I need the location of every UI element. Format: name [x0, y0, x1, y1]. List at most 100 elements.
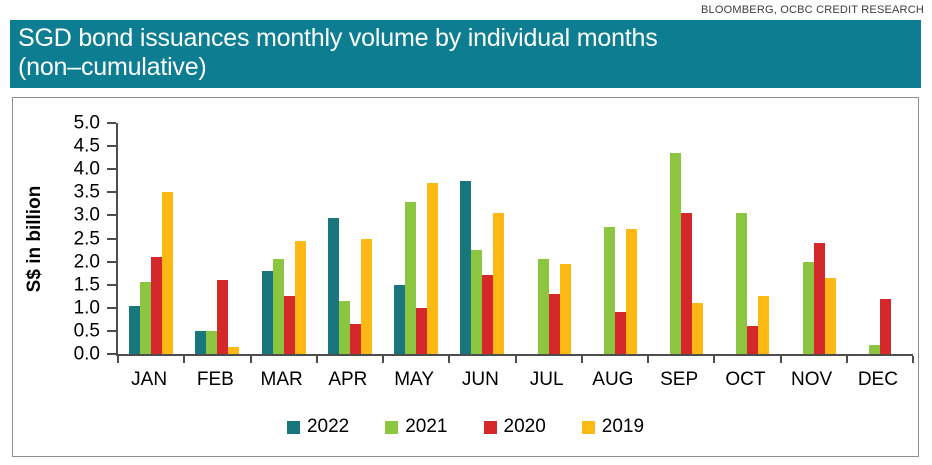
bar-2020-feb: [217, 280, 229, 354]
bar-2021-feb: [206, 330, 218, 354]
x-label-oct: OCT: [725, 369, 766, 390]
source-credit: BLOOMBERG, OCBC CREDIT RESEARCH: [701, 4, 924, 16]
bar-group-may: [383, 123, 449, 354]
x-tick-mark: [580, 356, 583, 363]
bar-2019-jun: [493, 213, 505, 354]
y-tick-label: 3.5: [73, 181, 100, 203]
x-label-jul: JUL: [529, 369, 564, 390]
y-tick-mark: [107, 145, 116, 148]
chart-panel: S$ in billion 5.0 4.5 4.0 3.5 3.0 2.5 2.0 1.5 1.…: [12, 97, 919, 457]
x-tick-mark: [912, 356, 914, 363]
bar-2021-jun: [471, 250, 483, 354]
x-label-mar: MAR: [260, 369, 303, 390]
bar-2022-jun: [460, 180, 472, 354]
x-tick-mark: [845, 356, 848, 363]
legend-swatch-2019: [581, 420, 595, 434]
bar-2020-sep: [681, 213, 693, 354]
bar-2019-jul: [559, 263, 571, 354]
bar-group-jun: [449, 123, 515, 354]
bar-2022-apr: [327, 217, 339, 354]
legend-item-2021: 2021: [385, 416, 448, 438]
bar-2022-may: [394, 284, 406, 354]
x-tick-mark: [249, 356, 252, 363]
y-tick-label: 5.0: [73, 112, 100, 134]
legend-swatch-2022: [286, 420, 300, 434]
bar-2020-jul: [548, 293, 560, 354]
x-label-aug: AUG: [592, 369, 634, 390]
y-tick-mark: [107, 214, 116, 217]
y-tick-label: 4.5: [73, 135, 100, 157]
bar-group-sep: [648, 123, 714, 354]
bar-group-apr: [317, 123, 383, 354]
x-label-dec: DEC: [857, 369, 898, 390]
bar-2021-oct: [736, 213, 748, 354]
bar-group-nov: [781, 123, 847, 354]
bar-group-oct: [714, 123, 780, 354]
bar-group-mar: [251, 123, 317, 354]
legend-label-2021: 2021: [405, 416, 448, 437]
y-tick-label: 2.5: [73, 228, 100, 249]
y-tick-mark: [107, 353, 116, 355]
x-tick-mark: [514, 356, 517, 363]
x-tick-mark: [647, 356, 649, 363]
bar-group-feb: [184, 123, 250, 354]
x-tick-mark: [183, 356, 186, 363]
bar-2020-jan: [151, 256, 163, 354]
bar-2021-mar: [272, 259, 284, 354]
bar-2022-mar: [261, 270, 273, 354]
bar-group-aug: [582, 123, 648, 354]
legend-item-2019: 2019: [581, 416, 645, 438]
title-banner: SGD bond issuances monthly volume by ind…: [10, 20, 921, 88]
y-tick-label: 0.0: [73, 343, 100, 365]
bar-groups: [118, 123, 913, 354]
x-tick-mark: [713, 356, 716, 363]
bar-2021-sep: [670, 153, 682, 354]
bar-2021-dec: [868, 344, 880, 354]
bar-group-dec: [847, 123, 913, 354]
bar-group-jan: [118, 123, 184, 354]
y-tick-mark: [107, 306, 116, 309]
y-tick-mark: [107, 168, 116, 171]
bar-2020-may: [416, 307, 428, 354]
bar-2022-feb: [195, 330, 207, 354]
legend-item-2020: 2020: [483, 416, 546, 438]
x-label-jun: JUN: [461, 369, 499, 390]
bar-2019-apr: [360, 238, 372, 354]
bar-2019-mar: [294, 240, 306, 354]
bar-2020-dec: [879, 298, 891, 354]
x-label-apr: APR: [328, 369, 368, 390]
legend-swatch-2021: [385, 420, 399, 434]
y-tick-mark: [107, 191, 116, 194]
bar-2020-oct: [747, 326, 759, 354]
bar-2021-jan: [140, 282, 152, 354]
bar-2020-nov: [813, 243, 825, 354]
y-tick-label: 2.0: [73, 251, 100, 273]
bar-2019-nov: [824, 277, 836, 354]
bar-2020-aug: [614, 312, 626, 354]
x-axis-labels: JAN FEB MAR APR MAY JUN JUL AUG SEP OCT NOV DEC: [116, 369, 911, 391]
x-label-may: MAY: [394, 369, 434, 390]
bar-2019-sep: [692, 303, 704, 354]
legend: 2022 2021 2020 2019: [13, 416, 918, 438]
bar-2020-jun: [482, 275, 494, 354]
x-label-nov: NOV: [791, 369, 833, 390]
y-tick-mark: [107, 122, 116, 124]
legend-swatch-2020: [483, 420, 497, 434]
bar-2021-jul: [537, 259, 549, 354]
y-tick-label: 3.0: [73, 204, 100, 226]
y-tick-label: 0.5: [73, 320, 100, 342]
legend-label-2019: 2019: [601, 416, 645, 437]
y-tick-mark: [107, 237, 116, 240]
bar-2021-nov: [802, 261, 814, 354]
bar-2019-feb: [228, 347, 240, 354]
x-tick-mark: [117, 356, 119, 363]
y-tick-label: 4.0: [73, 158, 100, 180]
bar-2019-oct: [758, 296, 770, 354]
legend-item-2022: 2022: [286, 416, 349, 438]
bar-2019-may: [427, 183, 439, 354]
legend-label-2020: 2020: [503, 416, 546, 437]
bar-2020-mar: [283, 296, 295, 354]
x-tick-mark: [382, 356, 384, 363]
y-tick-label: 1.0: [73, 297, 100, 319]
